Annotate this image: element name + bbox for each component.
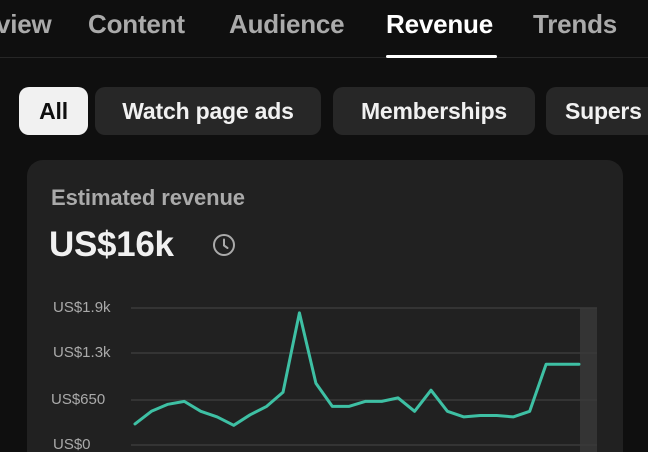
- card-title: Estimated revenue: [51, 185, 245, 210]
- clock-icon[interactable]: [212, 233, 236, 257]
- chip-memberships[interactable]: Memberships: [333, 87, 535, 135]
- revenue-line-chart[interactable]: [27, 160, 623, 452]
- revenue-series-line: [133, 311, 581, 427]
- selected-period-band: [580, 308, 597, 452]
- tab-revenue[interactable]: Revenue: [386, 9, 493, 39]
- tab-content[interactable]: Content: [88, 9, 185, 39]
- y-axis-tick: US$650: [51, 391, 106, 408]
- tab-trends[interactable]: Trends: [533, 9, 618, 39]
- estimated-revenue-card[interactable]: Estimated revenue US$16k US$1.9k US$1.3k…: [27, 160, 623, 452]
- gridlines: [131, 307, 597, 446]
- y-axis-tick: US$1.9k: [53, 299, 111, 316]
- tab-overview[interactable]: view: [0, 9, 52, 39]
- analytics-tabs: view Content Audience Revenue Trends: [0, 0, 648, 58]
- chip-watch-page-ads[interactable]: Watch page ads: [95, 87, 321, 135]
- revenue-total: US$16k: [49, 225, 174, 264]
- chip-all[interactable]: All: [19, 87, 88, 135]
- active-tab-indicator: [386, 55, 497, 58]
- tab-audience[interactable]: Audience: [229, 9, 345, 39]
- y-axis-tick: US$0: [53, 436, 91, 452]
- y-axis-tick: US$1.3k: [53, 344, 111, 361]
- chip-supers[interactable]: Supers: [546, 87, 648, 135]
